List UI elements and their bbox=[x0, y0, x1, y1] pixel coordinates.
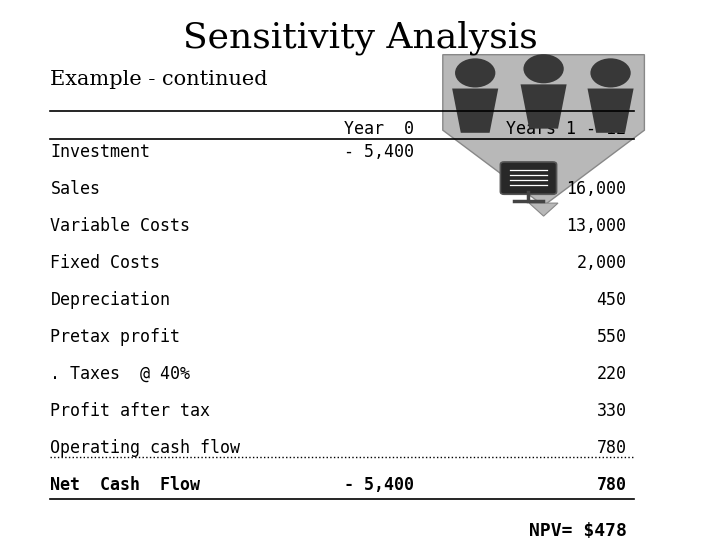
Text: Depreciation: Depreciation bbox=[50, 291, 171, 309]
Circle shape bbox=[455, 58, 495, 87]
Text: 330: 330 bbox=[596, 402, 626, 420]
Text: 16,000: 16,000 bbox=[567, 180, 626, 198]
Text: Year  0: Year 0 bbox=[344, 120, 414, 138]
Text: Fixed Costs: Fixed Costs bbox=[50, 254, 161, 272]
Text: 780: 780 bbox=[596, 439, 626, 457]
Polygon shape bbox=[588, 89, 634, 133]
Text: Sales: Sales bbox=[50, 180, 100, 198]
Text: 550: 550 bbox=[596, 328, 626, 346]
Polygon shape bbox=[443, 55, 644, 206]
Text: Operating cash flow: Operating cash flow bbox=[50, 439, 240, 457]
Text: - 5,400: - 5,400 bbox=[344, 143, 414, 161]
Text: 780: 780 bbox=[596, 476, 626, 494]
Text: Net  Cash  Flow: Net Cash Flow bbox=[50, 476, 200, 494]
Text: 220: 220 bbox=[596, 365, 626, 383]
Text: . Taxes  @ 40%: . Taxes @ 40% bbox=[50, 365, 190, 383]
Text: Profit after tax: Profit after tax bbox=[50, 402, 210, 420]
Text: Years 1 - 12: Years 1 - 12 bbox=[506, 120, 626, 138]
Text: Investment: Investment bbox=[50, 143, 150, 161]
FancyBboxPatch shape bbox=[500, 162, 557, 194]
Text: Pretax profit: Pretax profit bbox=[50, 328, 181, 346]
Text: 450: 450 bbox=[596, 291, 626, 309]
Text: - 5,400: - 5,400 bbox=[344, 476, 414, 494]
Text: Sensitivity Analysis: Sensitivity Analysis bbox=[183, 21, 537, 55]
Text: NPV= $478: NPV= $478 bbox=[528, 522, 626, 540]
Text: Example - continued: Example - continued bbox=[50, 70, 268, 89]
Polygon shape bbox=[452, 89, 498, 133]
Text: Variable Costs: Variable Costs bbox=[50, 217, 190, 235]
Circle shape bbox=[523, 54, 564, 83]
Text: 2,000: 2,000 bbox=[577, 254, 626, 272]
Circle shape bbox=[590, 58, 631, 87]
Text: 13,000: 13,000 bbox=[567, 217, 626, 235]
Polygon shape bbox=[529, 203, 558, 216]
Polygon shape bbox=[521, 84, 567, 129]
